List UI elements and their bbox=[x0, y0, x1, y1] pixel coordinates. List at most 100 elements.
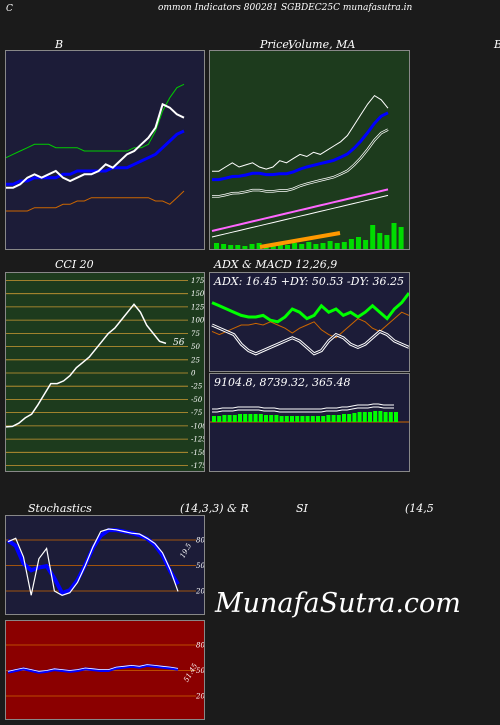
rsi-line bbox=[7, 663, 179, 674]
macd-histogram-bar bbox=[342, 414, 346, 422]
cci-tick-label: 175 bbox=[191, 277, 205, 285]
rsi-tick-label: 20 bbox=[195, 693, 205, 701]
cci-tick-label: 150 bbox=[191, 290, 205, 298]
adx-plus-di-line bbox=[211, 292, 409, 324]
macd-signal-line bbox=[212, 403, 394, 410]
cci-tick-label: -150 bbox=[191, 449, 205, 457]
bollinger-title: B bbox=[55, 38, 64, 51]
stoch-panel: 80 50 20 19.5 bbox=[5, 515, 205, 615]
macd-histogram-bar bbox=[248, 414, 253, 422]
macd-histogram-bar bbox=[279, 416, 284, 422]
macd-histogram-bar bbox=[388, 412, 393, 422]
adx-panel: ADX: 16.45 +DY: 50.53 -DY: 36.25 bbox=[209, 272, 410, 372]
volume-bar bbox=[221, 244, 227, 249]
cci-line bbox=[6, 303, 167, 428]
volume-bar bbox=[256, 243, 262, 249]
volume-bar bbox=[370, 225, 376, 249]
macd-histogram-bar bbox=[258, 414, 263, 422]
bollinger-panel bbox=[5, 50, 205, 250]
macd-histogram-bar bbox=[284, 416, 289, 422]
macd-histogram-bar bbox=[269, 415, 274, 422]
bollinger-lower-line bbox=[6, 190, 185, 212]
volume-bar bbox=[327, 241, 333, 249]
cci-tick-label: 50 bbox=[191, 343, 200, 351]
volume-bar bbox=[214, 243, 219, 249]
macd-histogram-bar bbox=[310, 416, 315, 422]
stoch-title: Stochastics bbox=[28, 502, 92, 515]
macd-line bbox=[212, 406, 394, 413]
ma-white-band-inner bbox=[212, 129, 389, 197]
panel-background bbox=[210, 51, 409, 249]
volume-bar bbox=[384, 235, 390, 249]
rsi-title: SI bbox=[296, 502, 308, 515]
macd-histogram-bar bbox=[326, 415, 331, 422]
volume-bar bbox=[391, 223, 397, 249]
macd-histogram-bar bbox=[274, 415, 279, 422]
cci-tick-label: -175 bbox=[191, 462, 205, 470]
macd-histogram-bar bbox=[300, 416, 305, 422]
cci-last-value: 56 bbox=[173, 338, 185, 348]
cci-panel: 175 150 125 100 75 50 25 0 -25 -50 -75 -100 -125 -150… bbox=[5, 272, 205, 472]
macd-histogram-bar bbox=[357, 412, 362, 422]
volume-bar bbox=[306, 242, 312, 249]
price-panel bbox=[209, 50, 410, 250]
cci-tick-label: 75 bbox=[191, 330, 200, 338]
cci-tick-label: -75 bbox=[191, 409, 203, 417]
macd-histogram-bar bbox=[227, 415, 232, 422]
macd-histogram-bar bbox=[295, 416, 300, 422]
bollinger-plot bbox=[6, 51, 204, 249]
volume-bar bbox=[270, 246, 276, 249]
cci-tick-label: 25 bbox=[190, 356, 200, 364]
macd-histogram-bar bbox=[394, 412, 398, 422]
price-right-edge: B bbox=[494, 38, 500, 51]
macd-histogram-bar bbox=[331, 415, 336, 422]
macd-histogram-bar bbox=[336, 415, 341, 422]
cci-tick-label: -50 bbox=[191, 396, 203, 404]
stoch-title-params: (14,3,3) & R bbox=[180, 502, 249, 515]
rsi-title-params: (14,5 bbox=[405, 502, 434, 515]
volume-bar bbox=[398, 227, 404, 249]
price-plot bbox=[210, 51, 409, 249]
volume-ma-line bbox=[211, 188, 389, 232]
cci-tick-label: -125 bbox=[191, 436, 205, 444]
volume-bar bbox=[228, 245, 234, 249]
adx-readout: ADX: 16.45 +DY: 50.53 -DY: 36.25 bbox=[214, 275, 405, 288]
macd-histogram-bar bbox=[368, 412, 372, 422]
volume-bar bbox=[356, 237, 361, 249]
macd-histogram-bar bbox=[264, 415, 268, 422]
panel-background bbox=[6, 273, 204, 471]
macd-histogram-bar bbox=[212, 416, 216, 422]
cci-title: CCI 20 bbox=[55, 258, 94, 271]
volume-bar bbox=[277, 244, 283, 249]
volume-bar bbox=[348, 239, 354, 249]
macd-histogram-bar bbox=[347, 414, 352, 422]
rsi-tick-label: 80 bbox=[196, 642, 205, 650]
volume-trend-line bbox=[259, 231, 341, 249]
macd-histogram-bar bbox=[243, 414, 248, 422]
macd-readout: 9104.8, 8739.32, 365.48 bbox=[214, 376, 351, 389]
volume-bar bbox=[242, 246, 248, 249]
panel-background bbox=[210, 273, 409, 371]
panel-background bbox=[6, 51, 204, 249]
macd-histogram-bar bbox=[373, 411, 378, 422]
volume-bar bbox=[249, 244, 255, 249]
adx-title: ADX & MACD 12,26,9 bbox=[214, 258, 338, 271]
adx-minus-di-line bbox=[211, 311, 409, 339]
volume-bar bbox=[320, 243, 326, 249]
price-line bbox=[212, 94, 389, 172]
macd-histogram-bar bbox=[321, 416, 326, 422]
page-title: ommon Indicators 800281 SGBDEC25C munafa… bbox=[158, 3, 413, 13]
macd-histogram-bar bbox=[238, 414, 242, 422]
macd-histogram-bar bbox=[253, 414, 258, 422]
macd-panel: 9104.8, 8739.32, 365.48 bbox=[209, 373, 410, 472]
bollinger-middle-line bbox=[6, 129, 185, 186]
cci-tick-label: -25 bbox=[191, 383, 203, 391]
macd-histogram-bar bbox=[352, 413, 357, 422]
macd-histogram-bar bbox=[305, 416, 310, 422]
rsi-panel: 80 50 20 51.45 bbox=[5, 620, 205, 720]
volume-bar bbox=[341, 242, 347, 249]
rsi-line-white bbox=[7, 664, 179, 672]
stoch-tick-label: 50 bbox=[196, 562, 205, 570]
cci-plot: 175 150 125 100 75 50 25 0 -25 -50 -75 -100 -125 -150… bbox=[6, 273, 205, 471]
